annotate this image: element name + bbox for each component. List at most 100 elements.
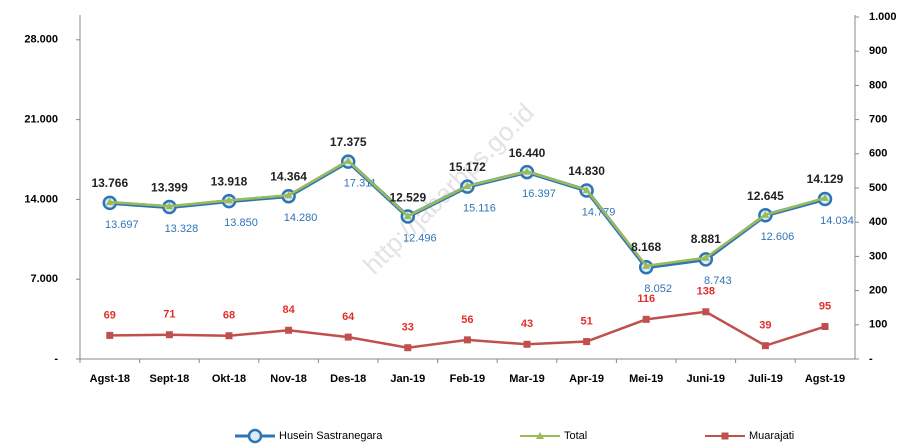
y2-tick-label: 800 — [869, 79, 887, 91]
data-point — [821, 323, 829, 331]
y2-tick-label: 200 — [869, 285, 887, 297]
y2-tick-label: 900 — [869, 45, 887, 57]
data-label: 43 — [521, 318, 533, 330]
x-tick-label: Okt-18 — [212, 373, 246, 385]
data-label: 56 — [461, 314, 473, 326]
data-label: 14.129 — [807, 172, 844, 186]
y-tick-label: - — [54, 353, 58, 365]
data-point — [403, 212, 412, 220]
legend-marker — [247, 428, 263, 444]
watermark: http://jabarbps.go.id — [357, 97, 540, 280]
data-label: 13.328 — [165, 223, 199, 235]
legend-label: Husein Sastranegara — [279, 430, 383, 442]
y2-tick-label: 700 — [869, 114, 887, 126]
data-point — [404, 344, 412, 352]
data-point — [523, 340, 531, 348]
data-label: 14.034 — [820, 215, 854, 227]
x-tick-label: Apr-19 — [569, 373, 604, 385]
y2-tick-label: 100 — [869, 319, 887, 331]
data-label: 13.399 — [151, 180, 188, 194]
data-label: 64 — [342, 311, 355, 323]
data-point — [582, 185, 591, 193]
y-tick-label: 14.000 — [24, 193, 58, 205]
data-label: 12.529 — [389, 190, 426, 204]
data-label: 12.606 — [761, 231, 795, 243]
data-label: 13.918 — [211, 175, 248, 189]
y2-tick-label: - — [869, 353, 873, 365]
data-point — [761, 342, 769, 350]
y-tick-label: 28.000 — [24, 34, 58, 46]
data-point — [344, 156, 353, 164]
data-point — [105, 198, 114, 206]
data-point — [463, 336, 471, 344]
data-label: 8.881 — [691, 232, 721, 246]
data-label: 8.052 — [644, 283, 672, 295]
data-label: 14.779 — [582, 206, 616, 218]
data-label: 13.697 — [105, 219, 139, 231]
y2-tick-label: 1.000 — [869, 11, 897, 23]
data-label: 39 — [759, 320, 771, 332]
data-label: 95 — [819, 300, 831, 312]
data-point — [821, 193, 829, 201]
data-label: 138 — [697, 286, 715, 298]
data-point — [285, 326, 293, 334]
x-tick-label: Sept-18 — [150, 373, 190, 385]
data-point — [761, 210, 770, 218]
x-tick-label: Mei-19 — [629, 373, 663, 385]
data-label: 33 — [402, 322, 414, 334]
x-tick-label: Agst-19 — [805, 373, 845, 385]
x-tick-label: Jan-19 — [390, 373, 425, 385]
data-label: 14.830 — [568, 164, 605, 178]
data-point — [165, 202, 174, 210]
data-label: 15.116 — [463, 203, 496, 215]
data-label: 14.280 — [284, 212, 318, 224]
y-tick-label: 7.000 — [30, 273, 58, 285]
data-point — [225, 332, 233, 340]
data-point — [642, 261, 651, 269]
y2-tick-label: 400 — [869, 216, 887, 228]
data-label: 12.645 — [747, 189, 784, 203]
data-label: 116 — [637, 293, 655, 305]
data-point — [463, 182, 472, 190]
data-point — [702, 308, 710, 316]
data-label: 14.364 — [270, 169, 307, 183]
data-label: 15.172 — [449, 160, 486, 174]
data-label: 16.397 — [522, 188, 556, 200]
data-label: 71 — [163, 309, 175, 321]
data-label: 13.850 — [224, 217, 258, 229]
x-tick-label: Nov-18 — [270, 373, 307, 385]
x-tick-label: Des-18 — [330, 373, 366, 385]
x-tick-label: Juli-19 — [748, 373, 783, 385]
data-point — [701, 253, 710, 261]
data-label: 8.743 — [704, 275, 732, 287]
x-tick-label: Agst-18 — [90, 373, 130, 385]
data-point — [165, 331, 173, 339]
legend-marker — [536, 432, 544, 439]
y2-tick-label: 300 — [869, 250, 887, 262]
data-point — [642, 315, 650, 323]
y-tick-label: 21.000 — [24, 114, 58, 126]
data-point — [583, 338, 591, 346]
data-label: 17.375 — [330, 135, 367, 149]
y2-tick-label: 600 — [869, 148, 887, 160]
data-label: 84 — [282, 304, 295, 316]
legend-label: Total — [564, 430, 587, 442]
data-label: 68 — [223, 310, 235, 322]
data-label: 12.496 — [403, 232, 437, 244]
data-label: 16.440 — [509, 146, 546, 160]
data-label: 13.766 — [91, 176, 128, 190]
data-point — [284, 191, 293, 199]
data-label: 51 — [580, 315, 592, 327]
legend-label: Muarajati — [749, 430, 794, 442]
legend-marker — [721, 432, 729, 440]
data-point — [106, 331, 114, 339]
data-label: 8.168 — [631, 240, 661, 254]
data-point — [344, 333, 352, 341]
data-point — [225, 196, 233, 204]
x-tick-label: Juni-19 — [687, 373, 726, 385]
data-label: 69 — [104, 309, 116, 321]
x-tick-label: Mar-19 — [509, 373, 544, 385]
x-tick-label: Feb-19 — [450, 373, 485, 385]
data-point — [523, 167, 531, 175]
